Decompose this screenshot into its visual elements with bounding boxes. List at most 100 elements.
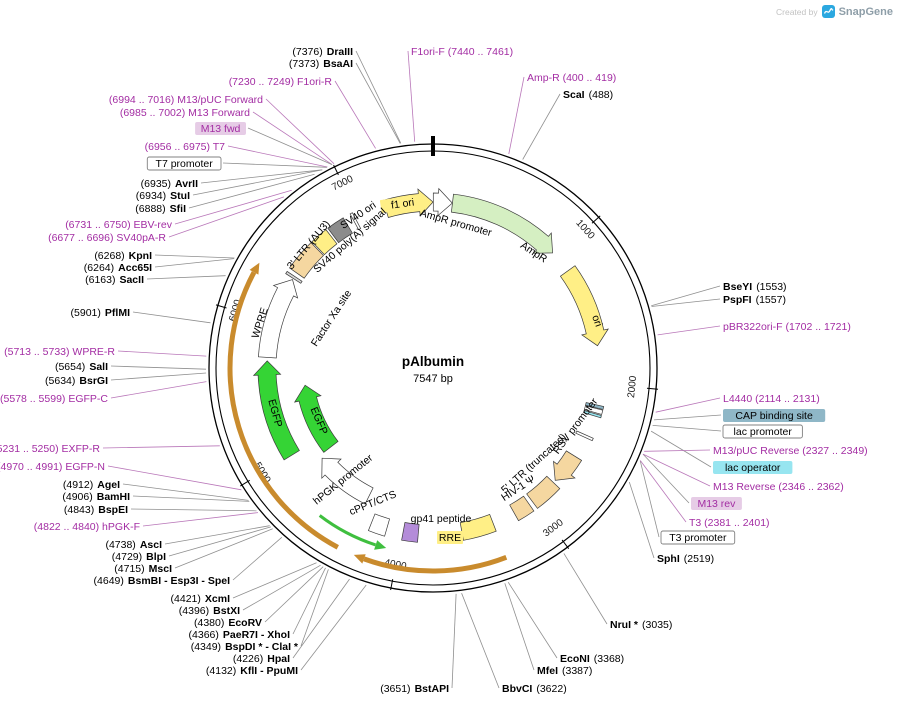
watermark-created-by: Created by (776, 6, 818, 17)
feature-3-ltr-u3[interactable] (289, 242, 324, 279)
enzyme-callout-mfei[interactable]: MfeI (3387) (537, 665, 592, 677)
primer-callout-hpgk-f[interactable]: (4822 .. 4840) hPGK-F (34, 521, 140, 533)
feature-hiv-1[interactable] (509, 495, 535, 522)
label-text-t7-promoter: T7 promoter (156, 158, 214, 170)
feature-label-rre: RRE (439, 532, 461, 544)
enzyme-callout-sfii[interactable]: (6888) SfiI (135, 203, 186, 215)
primer-callout-m13-reverse[interactable]: M13 Reverse (2346 .. 2362) (713, 481, 844, 493)
primer-callout-amp-r[interactable]: Amp-R (400 .. 419) (527, 72, 616, 84)
primer-callout-f1ori-f[interactable]: F1ori-F (7440 .. 7461) (411, 46, 513, 58)
feature-t7-promoter[interactable] (349, 212, 362, 231)
leader-line-pflmi (132, 311, 211, 324)
feature-ori[interactable] (559, 265, 609, 347)
primer-callout-ebv-rev[interactable]: (6731 .. 6750) EBV-rev (65, 219, 173, 231)
primer-callout-egfp-c[interactable]: (5578 .. 5599) EGFP-C (0, 393, 108, 405)
enzyme-callout-sacii[interactable]: (6163) SacII (85, 274, 144, 286)
tick-7000 (333, 164, 339, 176)
enzyme-callout-bstxi[interactable]: (4396) BstXI (179, 605, 240, 617)
enzyme-callout-pspfi[interactable]: PspFI (1557) (723, 294, 786, 306)
leader-line-kpni (154, 254, 235, 259)
feature-rsv-promoter[interactable] (553, 450, 583, 481)
feature-cppt-cts[interactable] (367, 513, 391, 537)
feature-t3-promoter[interactable] (575, 430, 594, 442)
tick-5000 (240, 479, 250, 487)
enzyme-callout-bsrgi[interactable]: (5634) BsrGI (45, 375, 108, 387)
feature-box-label-lac-promoter[interactable] (722, 424, 803, 439)
enzyme-callout-msci[interactable]: (4715) MscI (114, 563, 172, 575)
enzyme-callout-blpi[interactable]: (4729) BlpI (112, 551, 166, 563)
enzyme-callout-pflmi[interactable]: (5901) PflMI (71, 307, 131, 319)
feature-ampr[interactable] (451, 193, 553, 254)
feature-gp41-peptide[interactable] (401, 522, 420, 543)
primer-callout-m13-puc-reverse[interactable]: M13/pUC Reverse (2327 .. 2349) (713, 445, 868, 457)
leader-line-hpai (292, 578, 350, 659)
feature-label-group-ori: ori (589, 313, 604, 328)
primer-callout-wpre-r[interactable]: (5713 .. 5733) WPRE-R (4, 346, 115, 358)
primer-callout-t3[interactable]: T3 (2381 .. 2401) (689, 517, 770, 529)
enzyme-callout-kfli-ppumi[interactable]: (4132) KflI - PpuMI (206, 665, 298, 677)
enzyme-callout-kpni[interactable]: (6268) KpnI (94, 250, 152, 262)
primer-callout-l4440[interactable]: L4440 (2114 .. 2131) (723, 393, 820, 405)
leader-line-l4440 (655, 397, 721, 413)
feature-hpgk-promoter[interactable] (321, 457, 374, 505)
enzyme-callout-acc65i[interactable]: (6264) Acc65I (84, 262, 152, 274)
feature-box-label-t3-promoter[interactable] (660, 530, 736, 545)
feature-ampr-promoter[interactable] (432, 187, 453, 217)
feature-sv40-ori[interactable] (327, 217, 353, 244)
primer-callout-m13-forward[interactable]: (6985 .. 7002) M13 Forward (120, 107, 250, 119)
leader-line-msci (174, 528, 273, 569)
primer-callout-m13-puc-forward[interactable]: (6994 .. 7016) M13/pUC Forward (109, 94, 263, 106)
highlight-label-lac-operator[interactable] (713, 461, 793, 474)
enzyme-callout-ecorv[interactable]: (4380) EcoRV (194, 617, 262, 629)
enzyme-callout-bbvci[interactable]: BbvCI (3622) (502, 683, 567, 695)
enzyme-callout-bseyi[interactable]: BseYI (1553) (723, 281, 787, 293)
primer-callout-egfp-n[interactable]: (4970 .. 4991) EGFP-N (0, 461, 105, 473)
feature-5-ltr-truncated[interactable] (526, 475, 561, 509)
primer-callout-sv40pa-r[interactable]: (6677 .. 6696) SV40pA-R (48, 232, 166, 244)
enzyme-callout-agei[interactable]: (4912) AgeI (63, 479, 120, 491)
feature-box-label-t7-promoter[interactable] (146, 156, 222, 171)
primer-callout-pbr322ori-f[interactable]: pBR322ori-F (1702 .. 1721) (723, 321, 851, 333)
enzyme-callout-bspei[interactable]: (4843) BspEI (64, 504, 128, 516)
enzyme-callout-bsaai[interactable]: (7373) BsaAI (289, 58, 353, 70)
feature-cap-binding-site[interactable] (585, 402, 605, 410)
leader-line-exfp-r (102, 445, 220, 449)
enzyme-callout-stui[interactable]: (6934) StuI (136, 190, 190, 202)
tick-6000 (215, 304, 227, 309)
enzyme-callout-scai[interactable]: ScaI (488) (563, 89, 613, 101)
feature-sv40-poly-a-signal[interactable] (311, 229, 338, 256)
feature-wpre[interactable] (258, 279, 299, 359)
enzyme-callout-sali[interactable]: (5654) SalI (55, 361, 108, 373)
enzyme-callout-nrui[interactable]: NruI * (3035) (610, 619, 672, 631)
enzyme-callout-bamhi[interactable]: (4906) BamHI (62, 491, 130, 503)
feature-rre[interactable] (459, 513, 497, 541)
enzyme-callout-xcmi[interactable]: (4421) XcmI (171, 593, 231, 605)
highlight-label-cap-binding-site[interactable] (723, 409, 826, 422)
enzyme-callout-econi[interactable]: EcoNI (3368) (560, 653, 624, 665)
enzyme-callout-paer7i-xhoi[interactable]: (4366) PaeR7I - XhoI (189, 629, 291, 641)
primer-callout-f1ori-r[interactable]: (7230 .. 7249) F1ori-R (229, 76, 333, 88)
enzyme-callout-avrii[interactable]: (6935) AvrII (141, 178, 198, 190)
primer-callout-t7[interactable]: (6956 .. 6975) T7 (145, 141, 226, 153)
leader-line-m13-puc-forward (265, 98, 335, 164)
highlight-label-m13-fwd[interactable] (195, 122, 246, 135)
highlight-label-m13-rev[interactable] (691, 497, 742, 510)
tick-label-2000: 2000 (626, 375, 639, 399)
feature-egfp[interactable] (252, 360, 300, 461)
feature-label-gp41-peptide: gp41 peptide (411, 513, 472, 525)
feature-lac-operator[interactable] (583, 410, 602, 419)
enzyme-callout-bspdi-clai[interactable]: (4349) BspDI * - ClaI * (191, 641, 299, 653)
feature-lac-promoter[interactable] (583, 405, 604, 415)
leader-line-stui (192, 169, 323, 196)
feature-egfp[interactable] (293, 384, 339, 453)
leader-line-bamhi (132, 495, 250, 502)
enzyme-callout-sphi[interactable]: SphI (2519) (657, 553, 714, 565)
enzyme-callout-bsmbi-esp3i-spei[interactable]: (4649) BsmBI - Esp3I - SpeI (94, 575, 231, 587)
enzyme-callout-hpai[interactable]: (4226) HpaI (233, 653, 290, 665)
enzyme-callout-draiii[interactable]: (7376) DraIII (292, 46, 353, 58)
primer-callout-exfp-r[interactable]: (5231 .. 5250) EXFP-R (0, 443, 100, 455)
feature-factor-xa-site[interactable] (285, 270, 303, 284)
leader-line-m13-puc-reverse (644, 449, 711, 452)
enzyme-callout-asci[interactable]: (4738) AscI (105, 539, 162, 551)
enzyme-callout-bstapi[interactable]: (3651) BstAPI (380, 683, 449, 695)
